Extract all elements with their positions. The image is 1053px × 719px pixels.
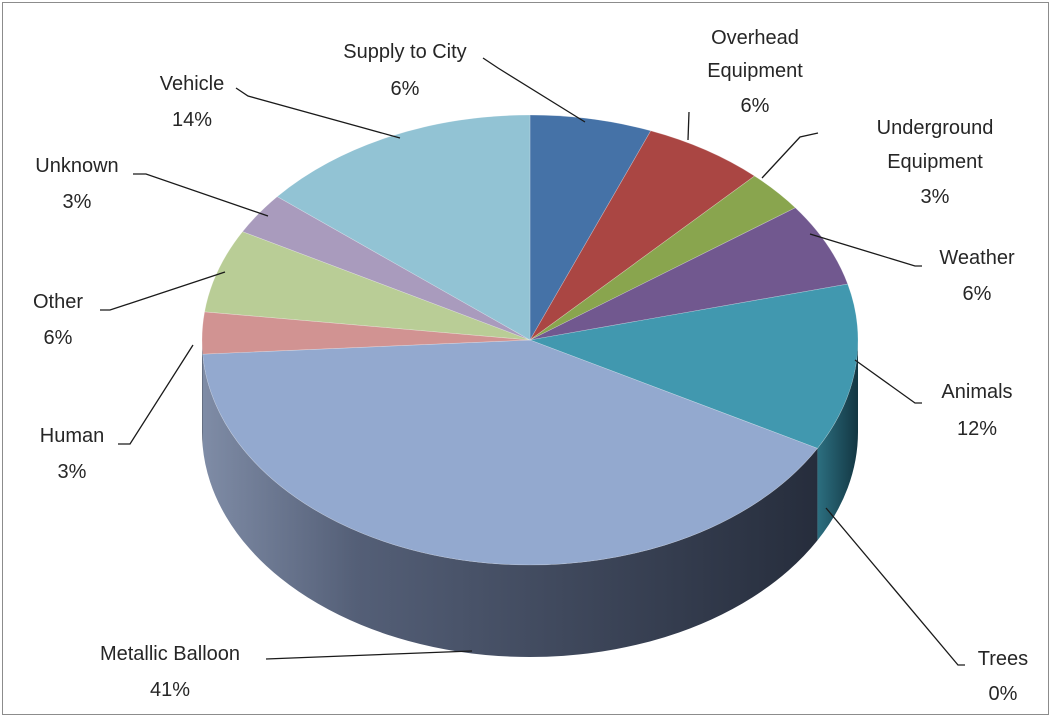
data-label-name-human: Human	[40, 425, 104, 447]
data-label-name-supply-to-city: Supply to City	[343, 41, 466, 63]
leader-line-human	[118, 344, 194, 445]
data-label-value-other: 6%	[44, 327, 73, 349]
data-label-name-trees: Trees	[978, 648, 1028, 670]
data-label-value-overhead-equipment: 6%	[741, 95, 770, 117]
pie-slice-unknown	[242, 196, 531, 341]
pie-slice-metallic-balloon	[202, 339, 818, 566]
leader-line-metallic-balloon	[265, 650, 473, 660]
data-label-value-weather: 6%	[963, 283, 992, 305]
pie-slice-animals	[528, 283, 859, 449]
data-label-value-unknown: 3%	[63, 191, 92, 213]
leader-line-underground-equipment	[761, 132, 819, 179]
pie-side-human	[202, 340, 203, 447]
data-label-name-underground-equipment: Underground	[877, 117, 994, 139]
pie-slice-human	[201, 311, 531, 355]
pie-slice-underground-equipment	[529, 175, 796, 341]
data-label-name-weather: Weather	[939, 247, 1015, 269]
data-label-name-underground-equipment: Equipment	[887, 151, 983, 173]
leader-line-other	[100, 271, 226, 311]
pie-slice-weather	[529, 207, 849, 341]
data-label-value-animals: 12%	[957, 418, 997, 440]
leader-line-animals	[854, 359, 922, 404]
data-label-value-supply-to-city: 6%	[391, 78, 420, 100]
data-label-name-unknown: Unknown	[35, 155, 118, 177]
data-label-value-human: 3%	[58, 461, 87, 483]
data-label-name-metallic-balloon: Metallic Balloon	[100, 643, 240, 665]
pie-side-animals	[817, 340, 859, 541]
data-label-name-overhead-equipment: Overhead	[711, 27, 799, 49]
pie-side-metallic-balloon	[202, 354, 818, 658]
pie-slice-vehicle	[276, 114, 531, 341]
data-label-name-overhead-equipment: Equipment	[707, 60, 803, 82]
leader-line-unknown	[133, 173, 269, 217]
pie-slice-other	[204, 231, 531, 341]
pie-slice-supply-to-city	[529, 114, 652, 342]
pie-slice-overhead-equipment	[529, 130, 756, 341]
data-label-name-other: Other	[33, 291, 83, 313]
leader-line-overhead-equipment	[687, 111, 690, 141]
data-label-value-vehicle: 14%	[172, 109, 212, 131]
data-label-value-underground-equipment: 3%	[921, 186, 950, 208]
leader-line-supply-to-city	[482, 57, 586, 123]
data-label-value-trees: 0%	[989, 683, 1018, 705]
data-label-name-vehicle: Vehicle	[160, 73, 225, 95]
leader-line-trees	[825, 507, 965, 666]
leader-line-weather	[809, 233, 922, 267]
data-label-value-metallic-balloon: 41%	[150, 679, 190, 701]
leader-line-vehicle	[235, 87, 401, 139]
data-label-name-animals: Animals	[941, 381, 1012, 403]
